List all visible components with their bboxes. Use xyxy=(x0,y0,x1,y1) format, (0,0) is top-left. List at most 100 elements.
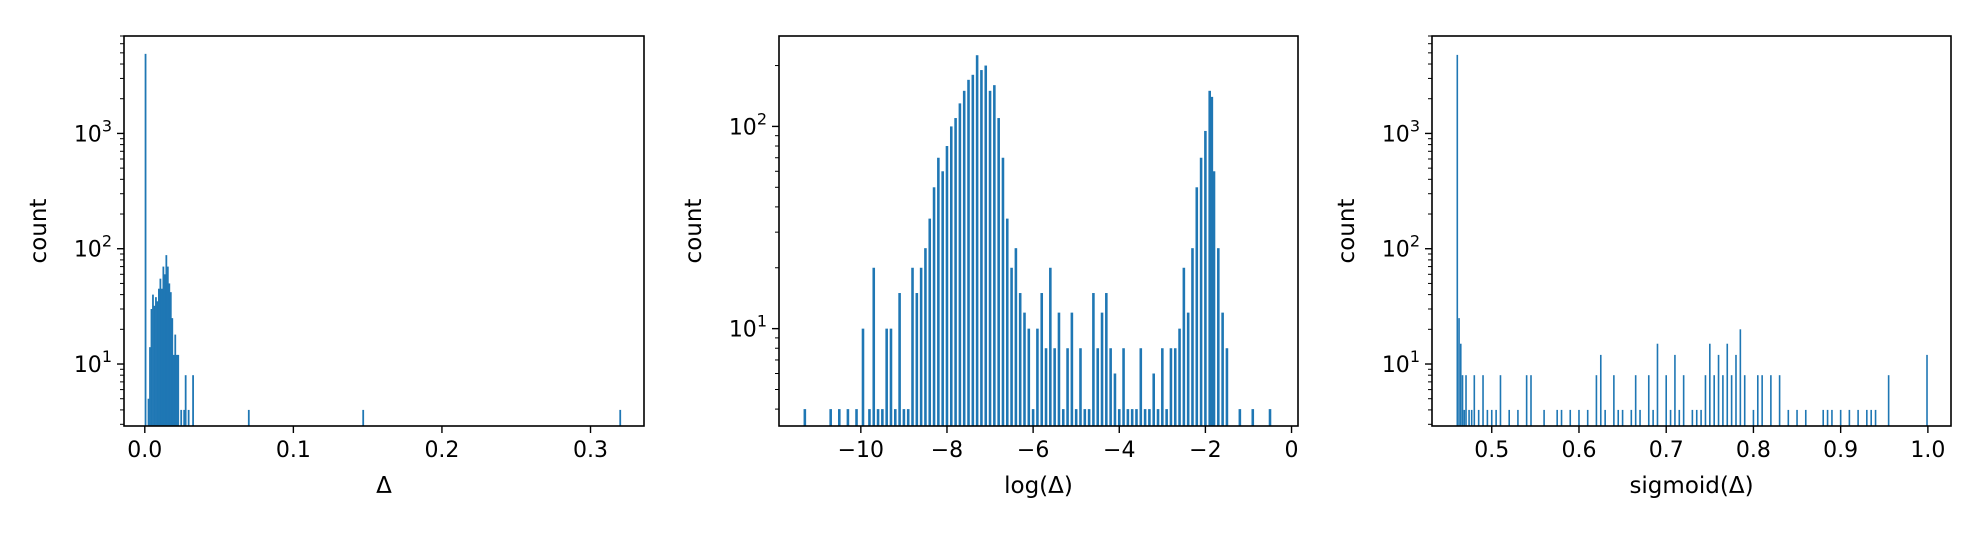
histogram-bar xyxy=(1630,409,1633,426)
histogram-bar xyxy=(988,90,992,426)
histogram-bar xyxy=(1105,293,1108,426)
histogram-bar xyxy=(1634,375,1637,426)
histogram-bar xyxy=(1473,375,1476,426)
x-tick-label: 1.0 xyxy=(1910,438,1945,463)
histogram-bar xyxy=(1061,409,1065,426)
histogram-bar xyxy=(1756,375,1759,426)
histogram-bar xyxy=(1152,373,1155,426)
histogram-bar xyxy=(868,409,871,426)
x-tick-label: 0.2 xyxy=(424,438,459,463)
histogram-bar xyxy=(1040,293,1044,426)
histogram-bar xyxy=(1639,409,1641,426)
histogram-bar xyxy=(1730,375,1733,426)
histogram-bar xyxy=(1122,348,1125,426)
axes-frame-sigmoid-delta xyxy=(1431,35,1952,427)
histogram-bar xyxy=(156,301,159,426)
histogram-bar xyxy=(1135,409,1138,426)
histogram-bar xyxy=(1495,409,1497,426)
histogram-bar xyxy=(1822,409,1825,426)
histogram-bar xyxy=(1109,348,1112,426)
histogram-bar xyxy=(1456,54,1459,426)
histogram-bar xyxy=(1595,375,1598,426)
x-tick-label: −2 xyxy=(1189,438,1221,463)
histogram-bar xyxy=(1517,409,1519,426)
histogram-bar xyxy=(1613,375,1615,426)
histogram-bar xyxy=(1752,409,1755,426)
y-ticks-sigmoid-delta: 101 102 103 xyxy=(1382,35,1432,425)
histogram-bar xyxy=(1468,409,1470,426)
histogram-bar xyxy=(1036,328,1039,426)
histogram-bar xyxy=(147,398,150,426)
histogram-bar xyxy=(1096,348,1100,426)
histogram-bar xyxy=(1018,293,1022,426)
histogram-bar xyxy=(1743,375,1746,426)
histogram-bar xyxy=(1143,409,1147,426)
histogram-bar xyxy=(1560,409,1563,426)
histogram-bar xyxy=(1857,409,1859,426)
histogram-bar xyxy=(184,375,187,426)
histogram-bar xyxy=(1787,409,1790,426)
histogram-bar xyxy=(1186,312,1190,426)
histogram-bar xyxy=(911,267,914,426)
histogram-bar xyxy=(183,409,186,426)
histogram-bar xyxy=(1195,187,1199,426)
histogram-bar xyxy=(180,409,183,426)
histogram-bar xyxy=(872,267,876,426)
histogram-bar xyxy=(1268,409,1272,426)
histogram-bar xyxy=(163,274,166,426)
histogram-bar xyxy=(919,267,923,426)
histogram-bar xyxy=(172,354,175,426)
x-axis-label-delta: Δ xyxy=(376,473,392,499)
histogram-bar xyxy=(155,297,157,426)
histogram-bar xyxy=(971,74,975,427)
histogram-bar xyxy=(1221,312,1224,426)
histogram-bar xyxy=(1621,409,1624,426)
histogram-bar xyxy=(915,293,919,426)
histogram-bar xyxy=(1709,343,1711,426)
histogram-bar xyxy=(149,347,151,426)
histogram-bar xyxy=(1459,343,1462,426)
axes-frame-delta xyxy=(123,35,645,427)
histogram-bar xyxy=(1599,354,1602,426)
histogram-bar xyxy=(949,126,953,427)
histogram-bar xyxy=(168,283,171,426)
y-axis-label-sigmoid-delta: count xyxy=(1334,199,1360,264)
histogram-bar xyxy=(1717,354,1720,426)
histogram-bar xyxy=(162,266,165,426)
histogram-bar xyxy=(158,288,160,426)
bars-log-delta xyxy=(803,55,1272,427)
histogram-bar xyxy=(1470,409,1473,426)
histogram-bar xyxy=(1465,375,1467,426)
histogram-bar xyxy=(1682,375,1685,426)
y-axis-label-log-delta: count xyxy=(681,199,707,264)
histogram-bar xyxy=(1870,409,1872,426)
x-tick-label: 0.6 xyxy=(1561,438,1596,463)
x-ticks-sigmoid-delta: 0.5 0.6 0.7 0.8 0.9 1.0 xyxy=(1474,426,1945,463)
histogram-bar xyxy=(1251,409,1255,426)
histogram-bar xyxy=(924,248,927,426)
histogram-bar xyxy=(937,157,940,426)
histogram-bar xyxy=(1578,409,1580,426)
histogram-bar xyxy=(829,409,832,426)
histogram-bar xyxy=(1001,157,1005,426)
histogram-bar xyxy=(1499,375,1502,426)
histogram-bar xyxy=(160,288,163,426)
histogram-bar xyxy=(1674,354,1676,426)
histogram-bar xyxy=(1083,409,1087,426)
histogram-bar xyxy=(1722,375,1724,426)
histogram-bar xyxy=(1208,90,1211,426)
histogram-bar xyxy=(1525,375,1528,426)
histogram-bar xyxy=(1586,409,1589,426)
histogram-bar xyxy=(1490,409,1493,426)
histogram-bar xyxy=(967,79,970,426)
histogram-bar xyxy=(855,409,858,426)
panel-log-delta: −10 −8 −6 −4 −2 0 101 102 log(Δ) count xyxy=(681,35,1299,499)
histogram-bar xyxy=(1027,328,1031,426)
histogram-bar xyxy=(1482,375,1484,426)
bars-delta xyxy=(144,53,622,427)
histogram-bar xyxy=(838,409,841,426)
histogram-bar xyxy=(846,409,850,426)
y-ticks-delta: 101 102 103 xyxy=(74,35,124,425)
histogram-bar xyxy=(1761,375,1763,426)
